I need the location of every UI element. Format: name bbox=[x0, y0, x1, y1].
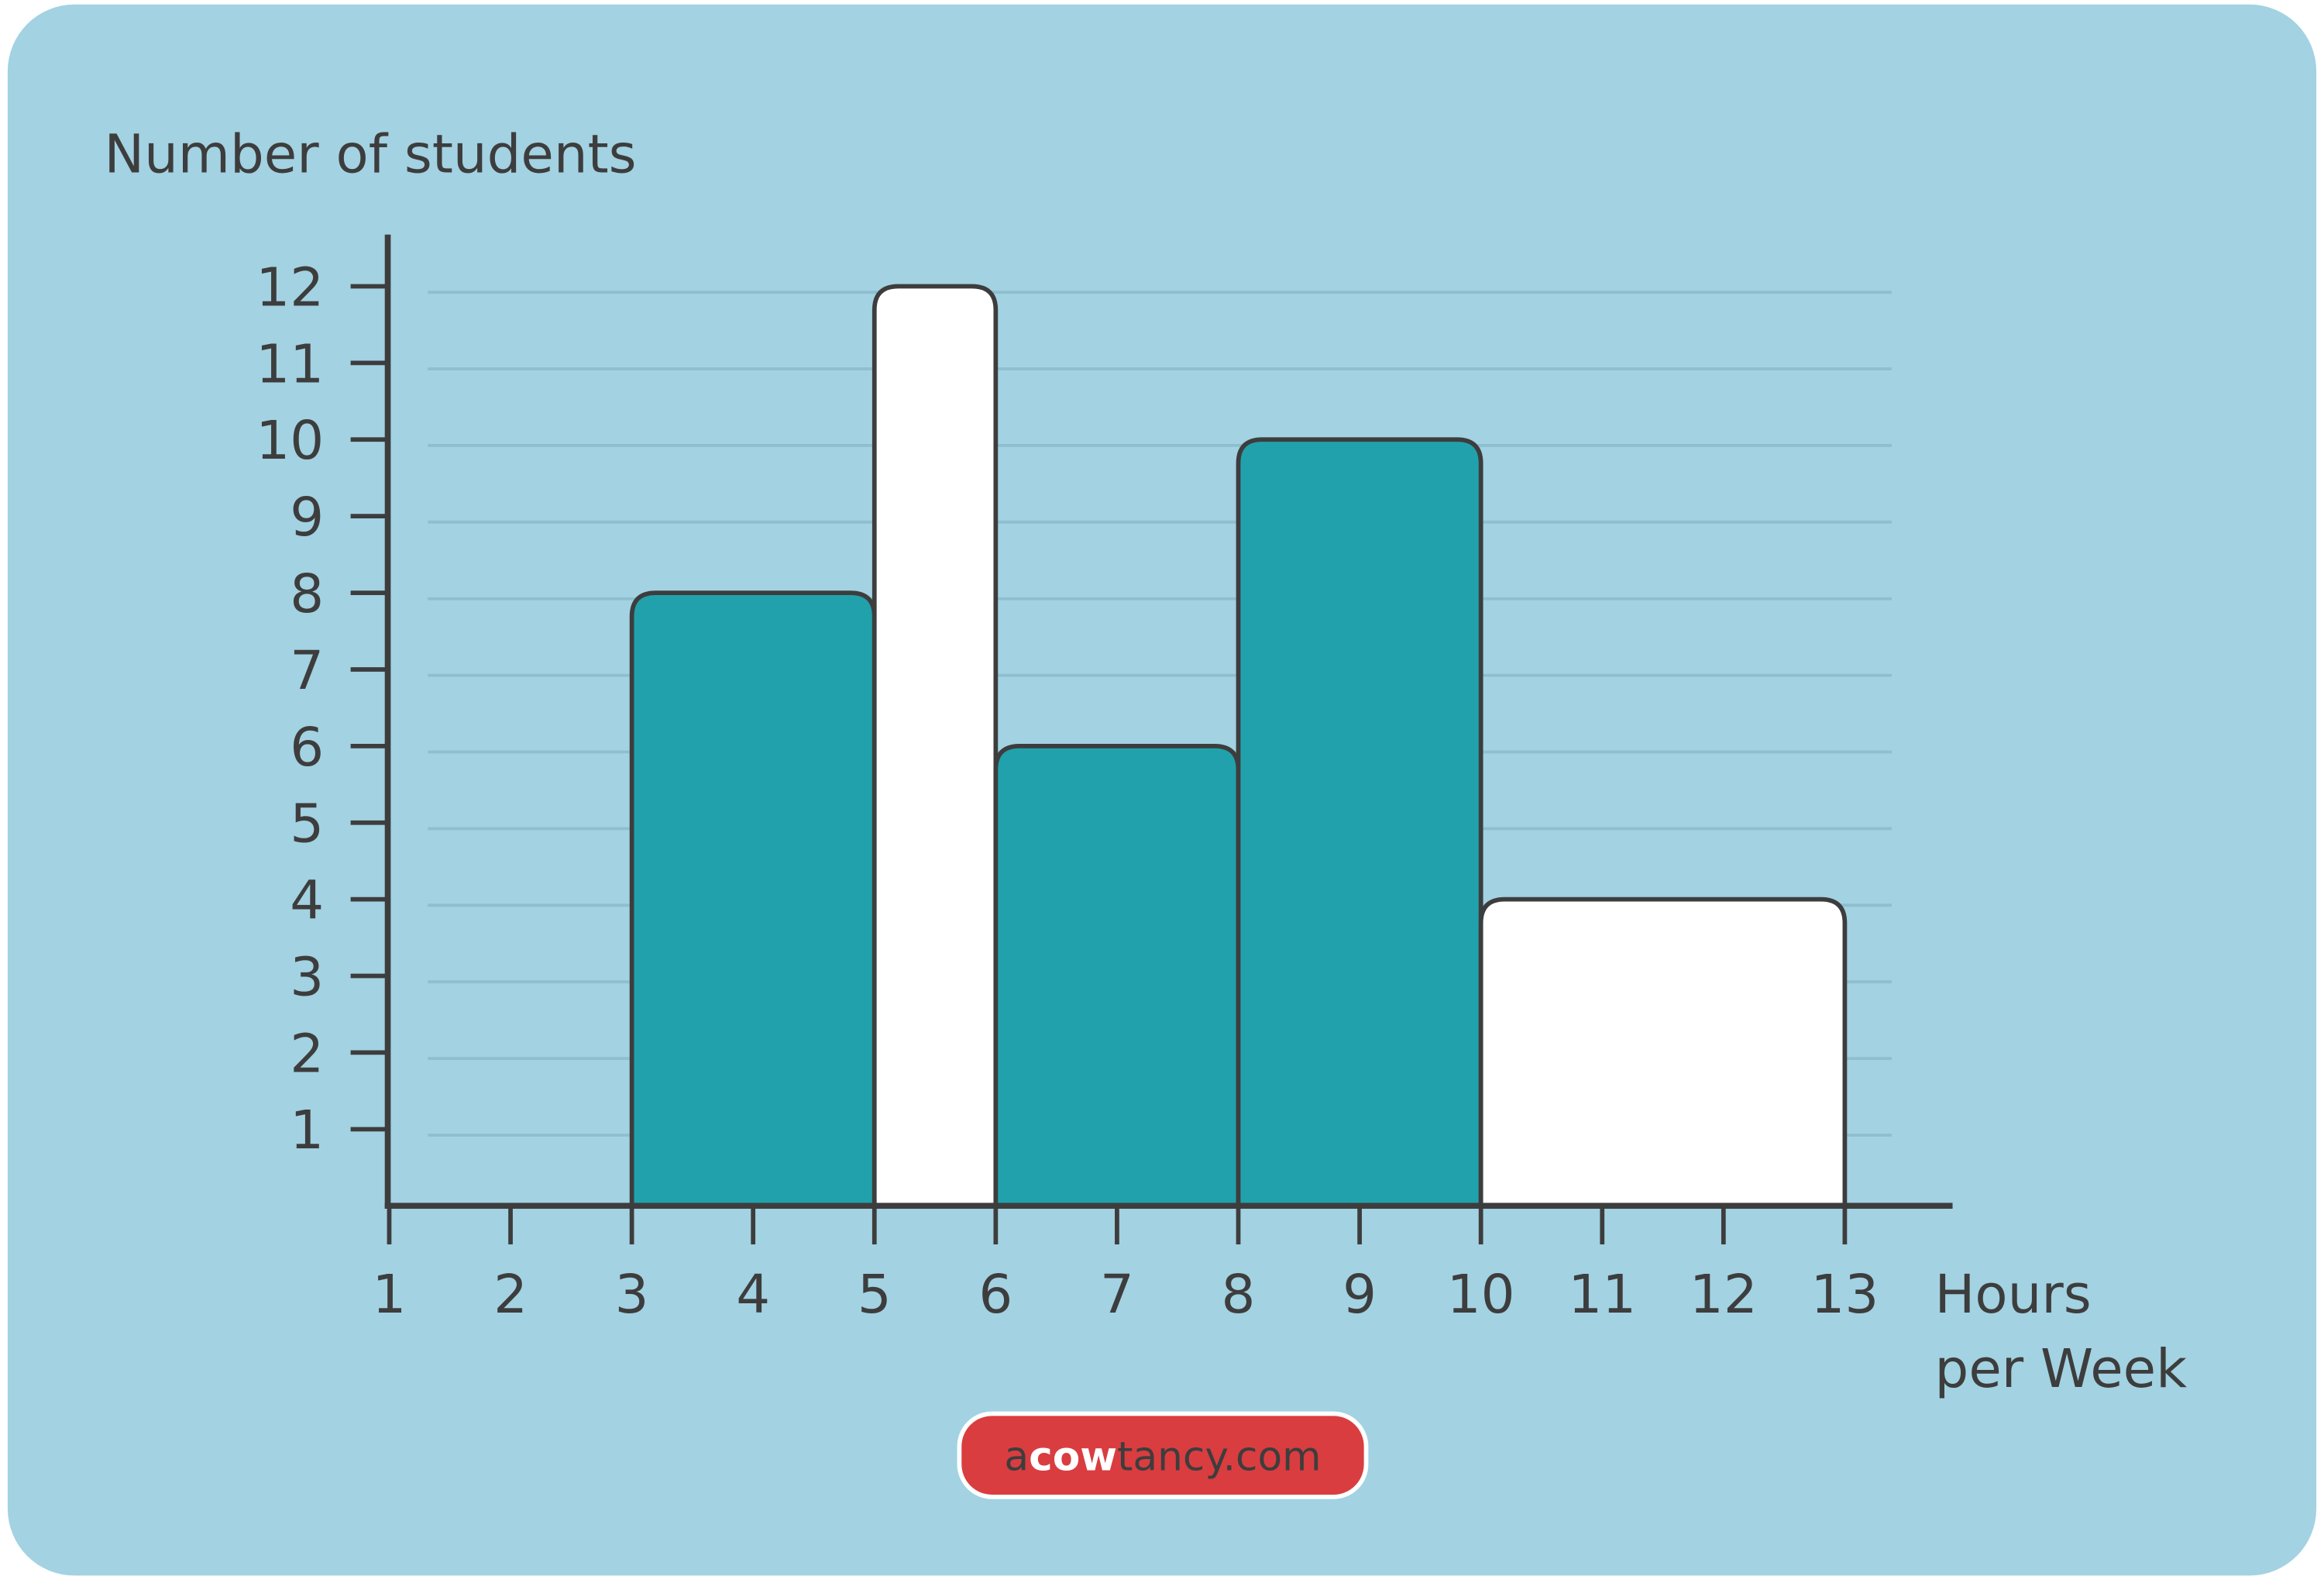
x-axis-label-line2: per Week bbox=[1935, 1338, 2188, 1400]
histogram-bar-10-13 bbox=[1478, 896, 1848, 1209]
x-tick-label: 13 bbox=[1811, 1264, 1879, 1326]
x-tick-label: 1 bbox=[373, 1264, 407, 1326]
histogram-bar-3-5 bbox=[629, 590, 877, 1209]
logo-part: cow bbox=[1029, 1433, 1117, 1480]
y-tick-label: 7 bbox=[290, 640, 324, 702]
histogram-bar-6-8 bbox=[993, 743, 1241, 1209]
y-tick-label: 8 bbox=[290, 563, 324, 625]
logo-part: a bbox=[1004, 1433, 1029, 1480]
logo: acowtancy.com bbox=[957, 1411, 1369, 1499]
x-tick-label: 6 bbox=[978, 1264, 1012, 1326]
svg-text:acowtancy.com: acowtancy.com bbox=[1004, 1433, 1321, 1480]
y-tick-label: 11 bbox=[256, 333, 324, 395]
y-tick-label: 1 bbox=[290, 1099, 324, 1161]
x-tick-label: 8 bbox=[1222, 1264, 1256, 1326]
y-tick-label: 5 bbox=[290, 793, 324, 855]
x-tick-label: 5 bbox=[858, 1264, 892, 1326]
x-tick-label: 4 bbox=[736, 1264, 770, 1326]
histogram-bar-8-10 bbox=[1236, 437, 1483, 1209]
x-tick-label: 3 bbox=[615, 1264, 649, 1326]
x-tick-label: 11 bbox=[1568, 1264, 1636, 1326]
y-tick-label: 12 bbox=[256, 256, 324, 318]
x-tick-label: 12 bbox=[1690, 1264, 1758, 1326]
histogram-bar-5-6 bbox=[871, 284, 999, 1209]
logo-part: tancy.com bbox=[1117, 1433, 1321, 1480]
x-tick-label: 7 bbox=[1100, 1264, 1134, 1326]
y-tick-label: 6 bbox=[290, 717, 324, 779]
x-tick-label: 9 bbox=[1342, 1264, 1377, 1326]
x-tick-label: 10 bbox=[1447, 1264, 1515, 1326]
x-tick-label: 2 bbox=[493, 1264, 528, 1326]
y-tick-label: 10 bbox=[256, 410, 324, 472]
y-axis-label: Number of students bbox=[104, 123, 636, 185]
y-tick-label: 4 bbox=[290, 870, 324, 932]
y-tick-label: 2 bbox=[290, 1023, 324, 1085]
x-axis-label-line1: Hours bbox=[1935, 1264, 2092, 1326]
y-tick-label: 9 bbox=[290, 487, 324, 549]
y-tick-label: 3 bbox=[290, 946, 324, 1008]
